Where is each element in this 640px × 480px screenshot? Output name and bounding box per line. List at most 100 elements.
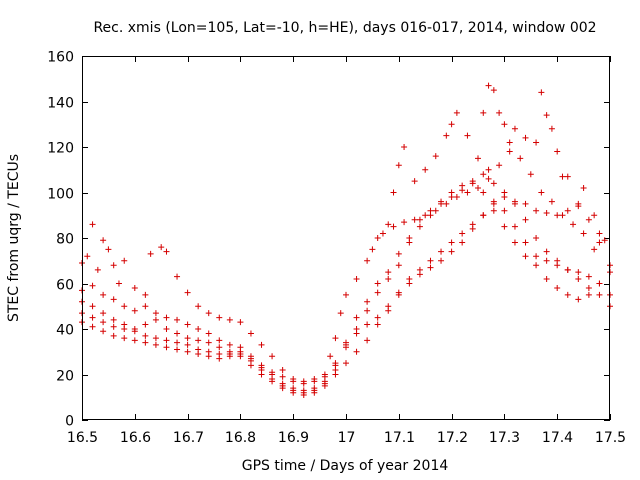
data-point xyxy=(511,223,518,230)
data-point xyxy=(163,337,170,344)
data-point xyxy=(343,291,349,298)
data-point xyxy=(163,344,170,351)
data-point xyxy=(554,285,561,292)
data-point xyxy=(511,200,518,207)
data-point xyxy=(506,148,513,155)
data-point xyxy=(247,357,254,364)
data-point xyxy=(385,221,392,228)
data-point xyxy=(121,321,128,328)
data-point xyxy=(459,187,466,194)
data-point xyxy=(485,82,492,89)
data-point xyxy=(438,248,445,255)
data-point xyxy=(300,380,307,387)
data-point xyxy=(411,178,418,185)
data-point xyxy=(522,200,529,207)
data-point xyxy=(475,155,481,162)
data-point xyxy=(105,246,112,253)
data-point xyxy=(100,328,107,335)
x-axis-label: GPS time / Days of year 2014 xyxy=(242,458,449,474)
data-point xyxy=(585,291,592,298)
data-point xyxy=(110,323,117,330)
data-point xyxy=(374,289,381,296)
data-point xyxy=(184,289,191,296)
data-point xyxy=(300,389,307,396)
data-point xyxy=(205,353,212,360)
x-tick-label: 16.5 xyxy=(67,430,98,446)
data-point xyxy=(374,314,381,321)
data-point xyxy=(89,314,96,321)
data-point xyxy=(205,310,212,317)
data-point xyxy=(337,310,344,317)
data-point xyxy=(131,307,138,314)
data-point xyxy=(369,246,376,253)
data-point xyxy=(501,207,508,214)
data-point xyxy=(311,378,318,385)
data-point xyxy=(554,212,561,219)
data-point xyxy=(448,248,455,255)
data-point xyxy=(205,339,212,346)
data-point xyxy=(379,230,386,237)
data-point xyxy=(596,291,603,298)
data-point xyxy=(401,219,408,226)
data-point xyxy=(475,184,481,191)
data-point xyxy=(438,200,445,207)
data-point xyxy=(459,239,466,246)
data-point xyxy=(163,326,170,332)
y-tick-label: 140 xyxy=(47,96,74,112)
data-point xyxy=(464,132,471,139)
data-point xyxy=(364,337,371,344)
data-point xyxy=(406,280,413,287)
data-point xyxy=(438,257,445,264)
data-point xyxy=(385,275,392,282)
data-point xyxy=(469,225,476,232)
y-tick-label: 80 xyxy=(56,232,74,248)
data-point xyxy=(490,180,497,187)
data-point xyxy=(591,246,598,253)
data-point xyxy=(548,198,555,205)
data-point xyxy=(427,264,434,271)
data-point xyxy=(395,291,402,298)
data-point xyxy=(110,296,117,303)
data-point xyxy=(432,207,439,214)
data-point xyxy=(195,303,202,310)
data-point xyxy=(195,337,202,344)
data-point xyxy=(501,223,508,230)
data-point xyxy=(258,364,265,371)
data-point xyxy=(332,335,339,342)
data-point xyxy=(533,235,540,241)
data-point xyxy=(142,332,149,339)
data-point xyxy=(395,262,402,269)
data-point xyxy=(575,200,582,207)
data-point xyxy=(448,194,455,201)
data-point xyxy=(100,319,107,326)
data-point xyxy=(184,341,191,348)
data-point xyxy=(564,173,571,180)
data-point xyxy=(247,330,254,337)
data-point xyxy=(480,212,487,219)
data-point xyxy=(110,332,117,339)
data-point xyxy=(131,326,138,332)
data-point xyxy=(184,335,191,342)
data-point xyxy=(443,132,450,139)
data-point xyxy=(290,387,297,394)
data-point xyxy=(142,303,149,310)
data-point xyxy=(364,257,371,264)
data-point xyxy=(226,348,233,355)
data-point xyxy=(459,230,466,237)
data-point xyxy=(533,139,540,146)
data-point xyxy=(131,285,138,292)
data-point xyxy=(401,144,408,150)
data-point xyxy=(506,139,513,146)
data-point xyxy=(195,351,202,358)
data-point xyxy=(564,266,571,273)
x-tick-label: 17.1 xyxy=(384,430,415,446)
data-point xyxy=(89,221,96,228)
data-point xyxy=(142,291,149,298)
data-point xyxy=(152,335,159,342)
y-tick-label: 20 xyxy=(56,369,74,385)
data-point xyxy=(395,250,402,257)
data-point xyxy=(100,291,107,298)
data-point xyxy=(100,310,107,317)
data-point xyxy=(427,257,434,264)
